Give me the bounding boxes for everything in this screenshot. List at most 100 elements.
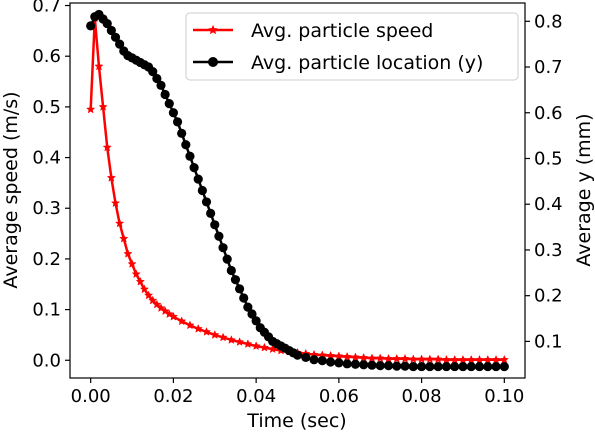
- y-tick-label: 0.4: [32, 148, 61, 169]
- data-point: [491, 361, 501, 372]
- series-layer: [86, 9, 509, 372]
- data-point: [193, 174, 203, 184]
- data-point: [177, 316, 187, 326]
- data-point: [474, 361, 485, 372]
- data-point: [425, 361, 435, 372]
- y-tick-label: 0.7: [32, 0, 61, 17]
- y2-tick-label: 0.6: [534, 103, 563, 124]
- data-point: [172, 117, 183, 127]
- data-point: [342, 359, 352, 369]
- data-point: [416, 354, 427, 364]
- data-point: [110, 198, 121, 208]
- data-point: [98, 102, 108, 111]
- x-tick-label: 0.08: [402, 386, 442, 407]
- data-point: [181, 140, 191, 150]
- data-point: [210, 220, 220, 230]
- data-point: [123, 248, 133, 258]
- data-point: [251, 316, 261, 326]
- data-point: [309, 355, 319, 365]
- data-point: [139, 284, 150, 294]
- data-point: [189, 163, 199, 173]
- data-point: [392, 361, 402, 371]
- data-point: [226, 335, 236, 344]
- data-point: [425, 354, 435, 364]
- data-point: [106, 25, 116, 36]
- data-point: [259, 342, 270, 352]
- data-point: [110, 32, 121, 42]
- y2-tick-label: 0.2: [534, 286, 563, 307]
- data-point: [197, 185, 207, 196]
- data-point: [483, 361, 493, 372]
- data-point: [466, 354, 476, 364]
- legend-label: Avg. particle location (y): [251, 52, 483, 74]
- data-point: [416, 361, 427, 372]
- data-point: [86, 104, 96, 114]
- data-point: [94, 61, 104, 71]
- data-point: [168, 311, 179, 321]
- data-point: [408, 361, 418, 372]
- data-point: [115, 39, 125, 49]
- data-point: [441, 354, 452, 364]
- data-point: [367, 353, 377, 363]
- y2-tick-label: 0.5: [534, 148, 563, 169]
- legend-entry: Avg. particle location (y): [193, 52, 483, 74]
- data-point: [201, 327, 212, 336]
- data-point: [342, 351, 352, 361]
- y2-tick-label: 0.7: [534, 57, 563, 78]
- y2-tick-label: 0.8: [534, 11, 563, 32]
- data-point: [193, 323, 203, 333]
- data-point: [433, 361, 443, 372]
- data-point: [433, 354, 443, 364]
- y2-tick-label: 0.4: [534, 194, 563, 215]
- series-2: [86, 9, 509, 372]
- data-point: [334, 351, 344, 361]
- data-point: [375, 353, 385, 363]
- data-point: [106, 172, 116, 182]
- x-axis-label: Time (sec): [246, 410, 346, 432]
- data-point: [400, 353, 410, 363]
- legend-swatch-marker: [208, 57, 218, 67]
- data-point: [222, 254, 232, 264]
- data-point: [214, 231, 224, 241]
- data-point: [247, 309, 257, 319]
- data-point: [234, 284, 245, 294]
- y-tick-label: 0.6: [32, 46, 61, 67]
- data-point: [206, 208, 216, 218]
- data-point: [210, 330, 220, 339]
- plot-frame: [69, 2, 526, 379]
- data-point: [450, 361, 460, 372]
- data-point: [135, 276, 145, 286]
- data-point: [383, 353, 394, 363]
- data-point: [131, 269, 141, 279]
- data-point: [458, 354, 468, 364]
- y-axis-ticks: 0.0 0.1 0.2 0.3 0.4 0.5 0.6 0.7: [32, 0, 70, 371]
- data-point: [243, 302, 253, 312]
- series-1: [86, 13, 509, 364]
- data-point: [86, 21, 96, 31]
- data-point: [243, 339, 253, 348]
- x-tick-label: 0.04: [236, 386, 276, 407]
- data-point: [499, 361, 509, 372]
- data-point: [218, 332, 228, 342]
- data-point: [201, 197, 212, 207]
- data-point: [119, 233, 129, 243]
- data-point: [483, 354, 493, 364]
- data-point: [230, 275, 241, 285]
- data-point: [251, 341, 261, 350]
- data-point: [350, 359, 361, 369]
- data-point: [218, 243, 228, 253]
- data-point: [102, 142, 112, 152]
- data-point: [156, 80, 166, 90]
- data-point: [466, 361, 476, 372]
- data-point: [499, 354, 509, 364]
- data-point: [160, 89, 170, 100]
- data-point: [152, 73, 162, 84]
- data-point: [102, 18, 112, 29]
- data-point: [491, 354, 501, 364]
- x-tick-label: 0.10: [484, 386, 524, 407]
- data-point: [152, 299, 162, 309]
- data-point: [127, 259, 137, 268]
- data-point: [177, 128, 187, 138]
- y-tick-label: 0.0: [32, 350, 61, 371]
- data-point: [359, 360, 369, 370]
